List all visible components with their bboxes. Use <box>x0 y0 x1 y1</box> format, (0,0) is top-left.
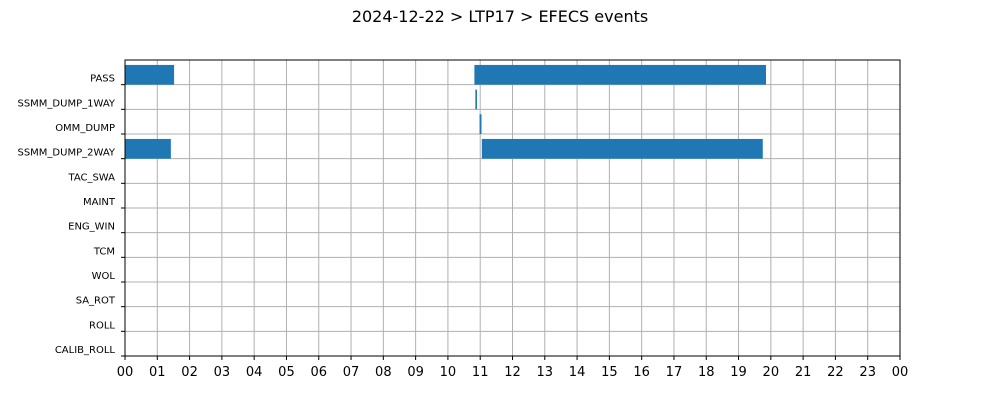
x-tick-label: 16 <box>633 365 650 380</box>
x-tick-label: 18 <box>698 365 715 380</box>
x-tick-label: 17 <box>666 365 683 380</box>
event-bar-ssmm-dump-1way <box>475 89 477 110</box>
x-tick-label: 21 <box>795 365 812 380</box>
y-tick-label: TAC_SWA <box>67 172 115 183</box>
y-tick-label: MAINT <box>83 197 116 208</box>
y-tick-label: SSMM_DUMP_1WAY <box>17 98 115 109</box>
event-bar-ssmm-dump-2way <box>481 138 763 159</box>
x-tick-label: 19 <box>730 365 747 380</box>
y-tick-label: PASS <box>90 74 115 85</box>
event-bar-omm-dump <box>479 114 482 134</box>
x-tick-label: 13 <box>537 365 554 380</box>
x-tick-label: 07 <box>343 365 360 380</box>
x-tick-label: 00 <box>117 365 134 380</box>
y-axis: PASS SSMM_DUMP_1WAY OMM_DUMP SSMM_DUMP_2WAY… <box>17 74 125 357</box>
x-tick-label: 06 <box>310 365 327 380</box>
event-bar-pass <box>474 64 766 85</box>
x-tick-label: 08 <box>375 365 392 380</box>
x-tick-label: 15 <box>601 365 618 380</box>
x-tick-label: 00 <box>892 365 909 380</box>
y-tick-label: SA_ROT <box>76 296 116 307</box>
x-tick-label: 23 <box>859 365 876 380</box>
y-tick-label: SSMM_DUMP_2WAY <box>17 148 115 159</box>
x-axis: 00 01 02 03 04 05 06 07 08 09 10 11 12 13 14 15 16 17 18 19… <box>117 356 909 380</box>
y-tick-label: ENG_WIN <box>68 222 115 233</box>
x-tick-label: 04 <box>246 365 263 380</box>
x-tick-label: 02 <box>181 365 198 380</box>
x-tick-label: 12 <box>504 365 521 380</box>
event-bars <box>125 64 766 159</box>
x-tick-label: 11 <box>472 365 489 380</box>
y-tick-label: TCM <box>93 246 115 257</box>
x-tick-label: 05 <box>278 365 295 380</box>
event-bar-pass <box>125 64 175 85</box>
y-tick-label: ROLL <box>89 320 115 331</box>
chart-title: 2024-12-22 > LTP17 > EFECS events <box>352 7 648 26</box>
x-tick-label: 22 <box>827 365 844 380</box>
y-tick-label: OMM_DUMP <box>55 123 115 134</box>
y-tick-label: CALIB_ROLL <box>55 345 116 356</box>
x-tick-label: 10 <box>440 365 457 380</box>
x-tick-label: 20 <box>763 365 780 380</box>
x-tick-label: 01 <box>149 365 166 380</box>
x-tick-label: 09 <box>407 365 424 380</box>
event-bar-ssmm-dump-2way <box>125 138 171 159</box>
x-tick-label: 14 <box>569 365 586 380</box>
x-tick-label: 03 <box>214 365 231 380</box>
grid-lines <box>124 60 901 357</box>
y-tick-label: WOL <box>92 271 116 282</box>
